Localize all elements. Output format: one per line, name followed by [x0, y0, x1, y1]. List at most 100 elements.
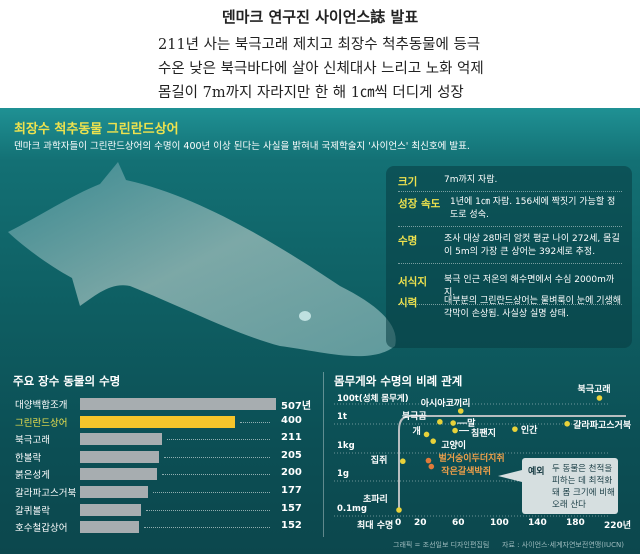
x-tick-label: 0	[395, 518, 402, 528]
bar	[80, 468, 158, 481]
data-point	[457, 408, 464, 414]
leader-line	[145, 509, 270, 511]
data-point	[564, 421, 570, 427]
point-label: 고양이	[441, 441, 467, 452]
bar-label: 호수철갑상어	[15, 523, 68, 535]
bar-label: 한볼락	[15, 452, 42, 464]
point-label: 개	[412, 427, 421, 438]
bar-label: 갈라파고스거북	[15, 488, 77, 499]
callout-tag: 예외	[528, 467, 545, 477]
point-label: 북극고래	[577, 385, 611, 395]
point-label: 북극곰	[401, 411, 427, 422]
graphic-credit: 그래픽 = 조선일보 디자인편집팀	[393, 541, 490, 549]
leader-line	[166, 439, 270, 441]
point-label: 말	[467, 419, 476, 430]
leader-line	[153, 492, 270, 493]
info-box: 크기 7m까지 자람. 성장 속도 1년에 1㎝ 자람. 156세에 짝짓기 가능할…	[386, 166, 632, 348]
bar-value: 507년	[281, 401, 312, 412]
y-tick-label: 1g	[337, 469, 349, 479]
bar-label: 갈퀴볼락	[15, 505, 50, 517]
point-label: 작은갈색박쥐	[441, 466, 491, 477]
data-point	[437, 419, 443, 425]
x-tick-label: 180	[566, 518, 585, 528]
x-tick-label: 220년	[604, 521, 632, 531]
bar	[80, 503, 141, 516]
data-point	[512, 426, 518, 432]
bar-value: 200	[281, 467, 302, 479]
subtitle-3: 몸길이 7m까지 자라지만 한 해 1㎝씩 더디게 성장	[158, 85, 464, 101]
x-tick-label: 20	[414, 518, 427, 528]
leader-line	[164, 456, 270, 458]
point-label: 집쥐	[370, 456, 388, 467]
info-label: 성장 속도	[398, 198, 441, 210]
point-label: 침팬지	[471, 428, 496, 439]
info-row-growth: 성장 속도 1년에 1㎝ 자람. 156세에 짝짓기 가능할 정도로 성숙.	[398, 196, 622, 227]
data-point	[596, 395, 603, 401]
scatter-plot	[334, 395, 626, 517]
info-text: 7m까지 자람.	[444, 175, 498, 185]
infographic-panel: 최장수 척추동물 그린란드상어 덴마크 과학자들이 그린란드상어의 수명이 40…	[0, 108, 640, 554]
x-tick-label: 100	[490, 518, 509, 528]
data-point	[423, 431, 430, 438]
bar	[80, 450, 160, 463]
data-point	[396, 507, 402, 513]
subtitle-1: 211년 사는 북극고래 제치고 최장수 척추동물에 등극	[158, 37, 481, 53]
bar	[80, 398, 276, 410]
source-credit: 자료 : 사이언스·세계자연보전연맹(IUCN)	[502, 541, 624, 549]
bar-label: 대양백합조개	[15, 400, 68, 411]
data-point	[400, 458, 406, 465]
headline: 덴마크 연구진 사이언스誌 발표	[221, 8, 419, 26]
bar	[80, 415, 235, 428]
bar-value: 177	[281, 485, 302, 496]
data-point	[428, 463, 435, 470]
trend-curve	[398, 415, 626, 510]
data-point	[425, 457, 432, 464]
data-point	[450, 420, 456, 426]
bar-label: 붉은성게	[15, 470, 50, 482]
data-point	[430, 438, 437, 444]
y-tick-label: 1kg	[337, 441, 355, 451]
panel-title: 최장수 척추동물 그린란드상어	[14, 122, 179, 137]
y-tick-label: 1t	[337, 412, 347, 422]
x-tick-label: 60	[452, 518, 465, 528]
divider	[323, 372, 324, 537]
info-label: 크기	[398, 176, 418, 188]
leader-line	[239, 421, 270, 423]
point-label: 갈라파고스거북	[573, 420, 632, 431]
subtitle-2: 수온 낮은 북극바다에 살아 신체대사 느리고 노화 억제	[158, 61, 484, 77]
bar-value: 211	[281, 432, 302, 444]
bar-label: 그린란드상어	[15, 417, 68, 429]
info-row-size: 크기 7m까지 자람.	[398, 174, 622, 192]
point-label: 초파리	[363, 495, 388, 505]
info-label: 서식지	[398, 276, 427, 288]
x-tick-label: 140	[528, 518, 547, 528]
info-label: 시력	[398, 297, 418, 309]
info-text: 북극 인근 저온의 해수면에서 수심 2000m까지.	[444, 275, 615, 298]
info-text: 1년에 1㎝ 자람. 156세에 짝짓기 가능할 정도로 성숙.	[450, 197, 616, 220]
point-label: 벌거숭이두더지쥐	[438, 453, 505, 464]
info-row-habitat: 서식지 북극 인근 저온의 해수면에서 수심 2000m까지.	[398, 274, 622, 305]
exception-callout: 예외 두 동물은 천적을 피하는 데 최적화 돼 몸 크기에 비해 오래 산다	[522, 458, 618, 514]
info-text: 대부분의 그린란드상어는 물벼룩이 눈에 기생해 각막이 손상됨. 사실상 실명…	[444, 296, 622, 319]
info-row-lifespan: 수명 조사 대상 28마리 암컷 평균 나이 272세, 몸길이 5m의 가장 큰…	[398, 233, 622, 264]
panel-description: 덴마크 과학자들이 그린란드상어의 수명이 400년 이상 된다는 사실을 밝혀…	[14, 141, 470, 152]
y-tick-label: 0.1mg	[337, 504, 367, 514]
point-label: 인간	[520, 426, 538, 437]
bar	[80, 433, 162, 446]
bar-value: 152	[281, 520, 302, 532]
leader-line	[143, 527, 270, 529]
info-row-vision: 시력 대부분의 그린란드상어는 물벼룩이 눈에 기생해 각막이 손상됨. 사실상 …	[398, 295, 622, 325]
bar-chart-title: 주요 장수 동물의 수명	[13, 374, 121, 388]
bar	[80, 521, 139, 534]
leader-line	[162, 474, 270, 476]
bar-value: 157	[281, 502, 302, 514]
bar-value: 400	[281, 414, 302, 426]
scatter-chart-title: 몸무게와 수명의 비례 관계	[334, 374, 463, 388]
y-axis-label: 100t(성체 몸무게)	[337, 394, 409, 404]
bar	[80, 486, 149, 498]
callout-pointer	[498, 470, 522, 482]
x-axis-label: 최대 수명	[357, 521, 394, 531]
data-point	[452, 427, 458, 434]
bar-label: 북극고래	[15, 435, 50, 447]
greenland-shark-photo	[8, 162, 396, 357]
